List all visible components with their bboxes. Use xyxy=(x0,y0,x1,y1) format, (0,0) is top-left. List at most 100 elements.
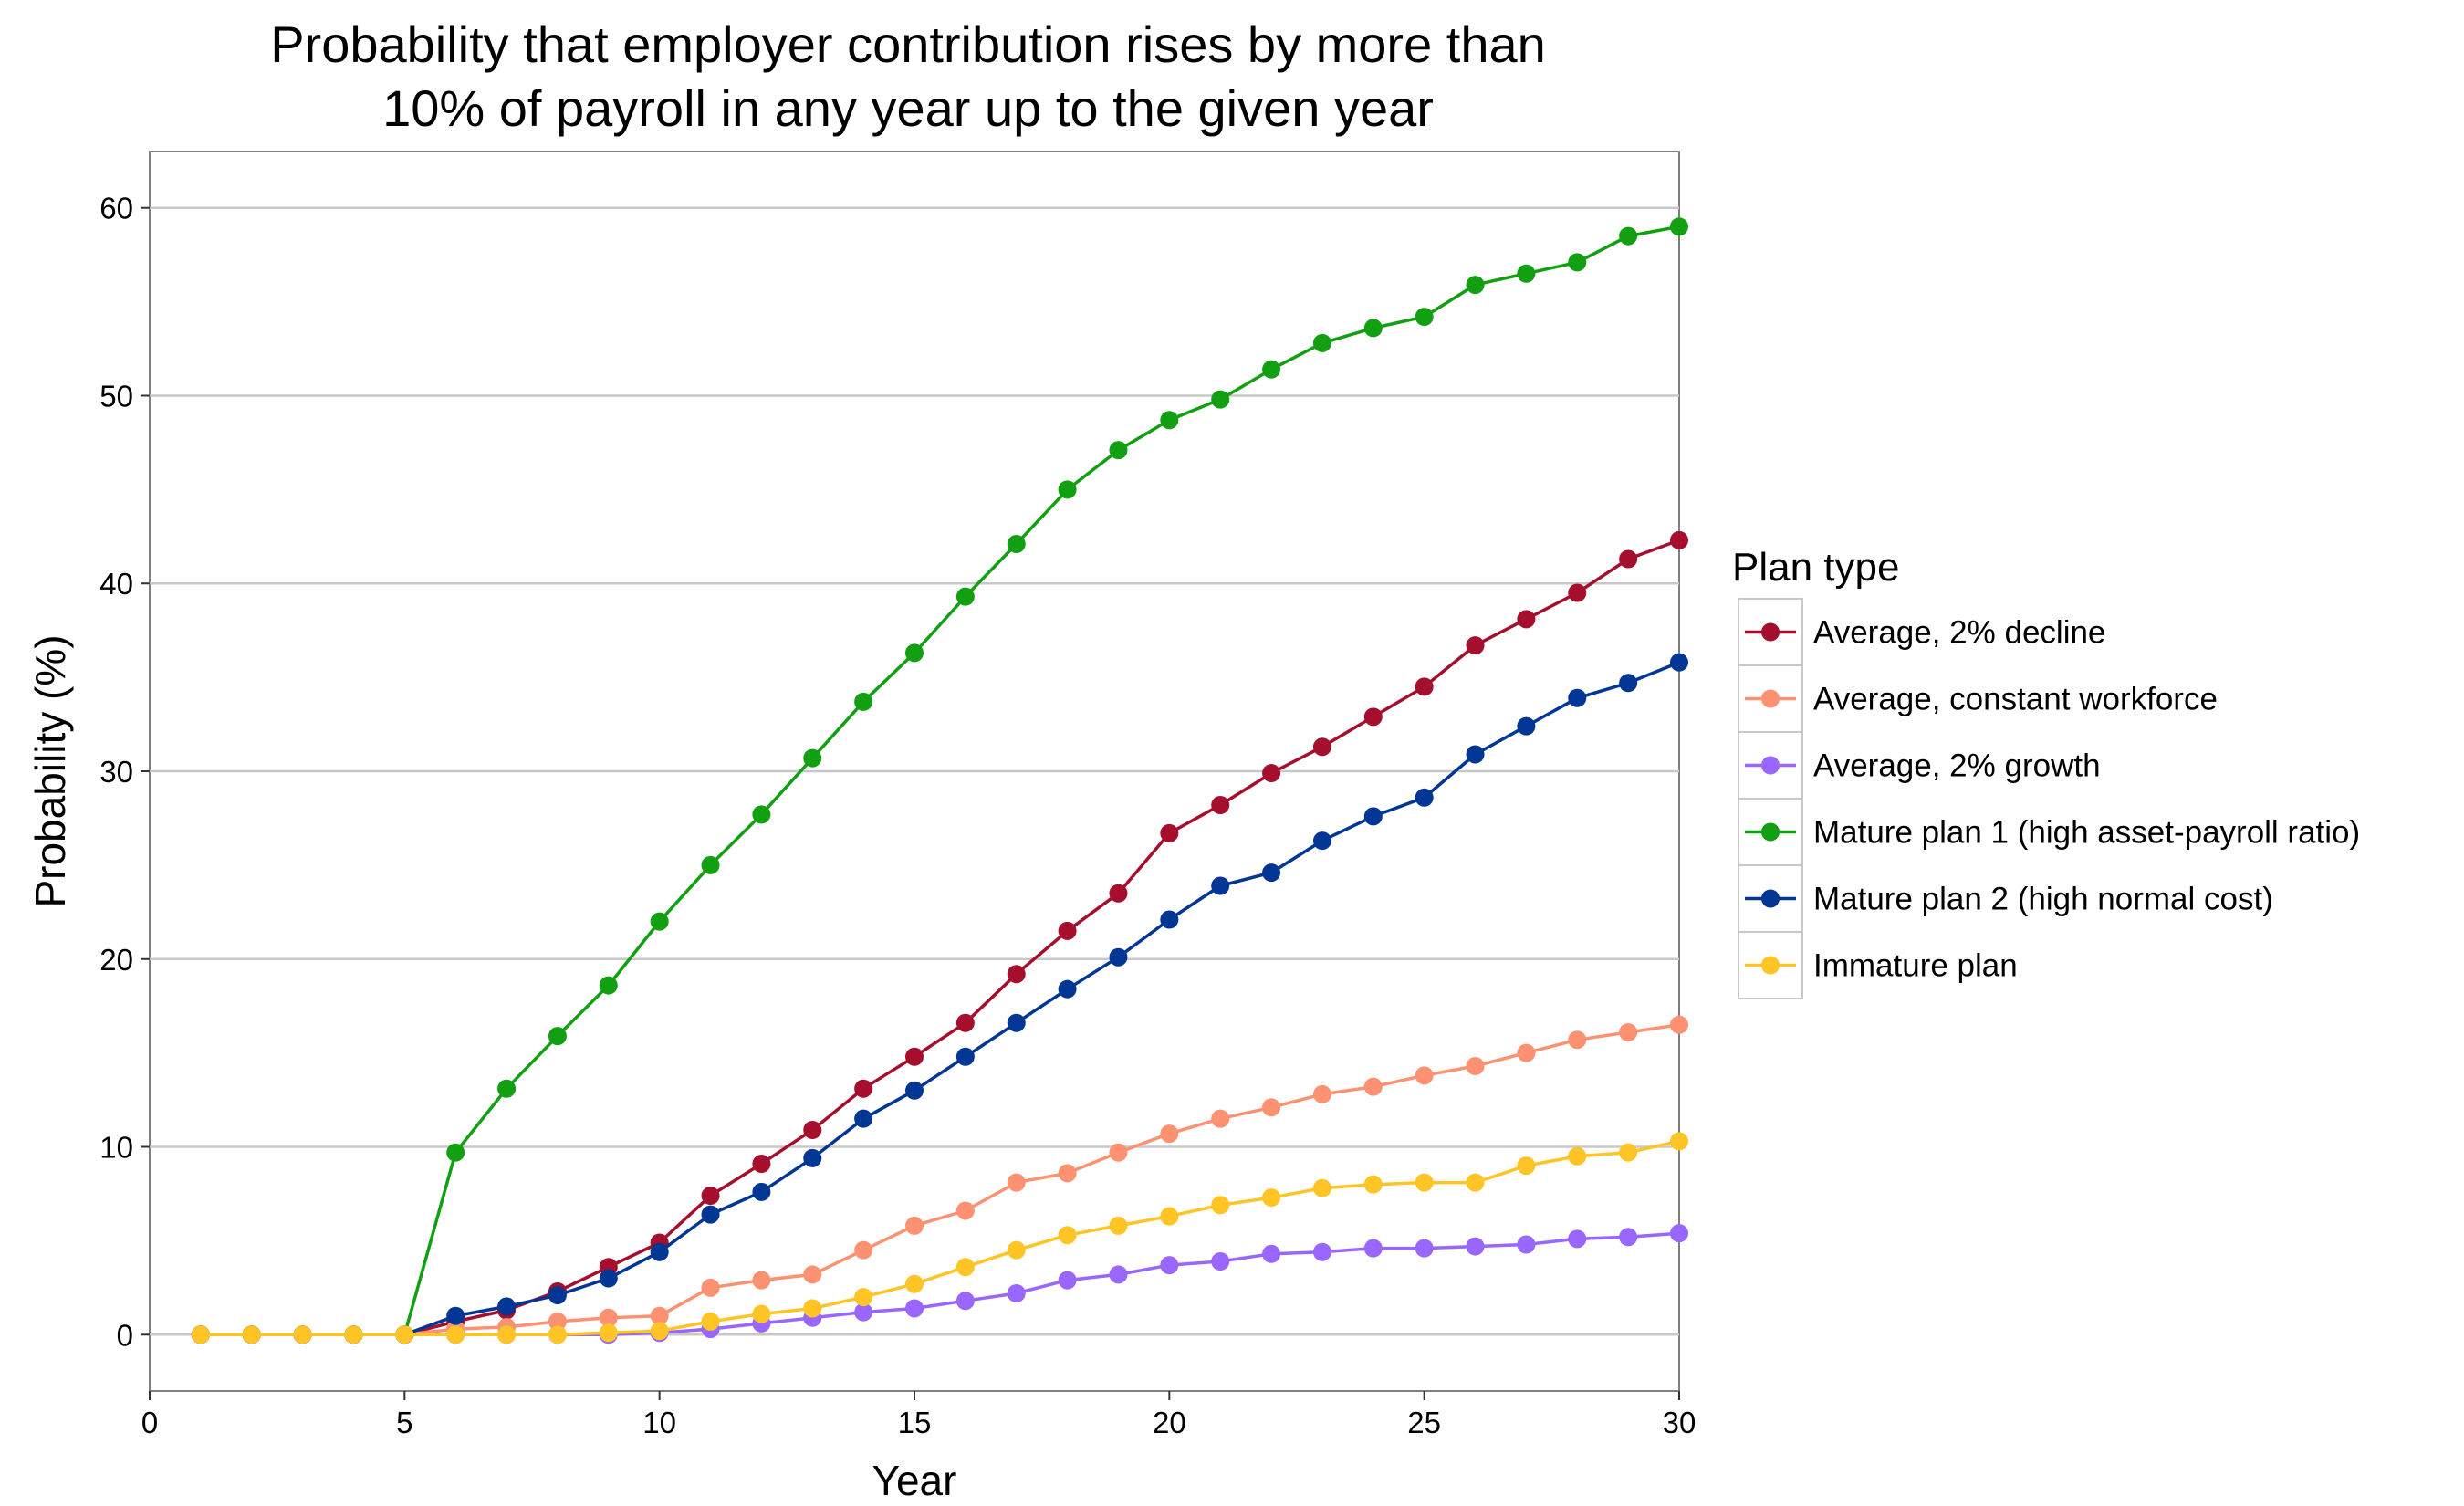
legend-key-dot-2 xyxy=(1761,756,1780,775)
y-tick-label-1: 10 xyxy=(99,1131,133,1165)
data-point-2-24 xyxy=(1415,1239,1434,1258)
data-point-3-8 xyxy=(599,976,618,995)
data-point-4-15 xyxy=(955,1047,975,1066)
data-point-2-22 xyxy=(1312,1242,1331,1261)
data-point-3-28 xyxy=(1619,226,1638,246)
data-point-3-9 xyxy=(650,912,669,931)
data-point-2-16 xyxy=(1007,1284,1026,1303)
data-point-4-7 xyxy=(548,1286,567,1305)
data-point-5-1 xyxy=(242,1325,261,1344)
data-point-0-20 xyxy=(1211,796,1230,815)
data-point-2-20 xyxy=(1211,1252,1230,1271)
legend-label-2: Average, 2% growth xyxy=(1813,748,2101,784)
data-point-5-19 xyxy=(1160,1207,1179,1226)
data-point-3-10 xyxy=(701,855,720,874)
data-point-0-16 xyxy=(1007,965,1026,984)
data-point-0-12 xyxy=(803,1120,822,1139)
data-point-4-9 xyxy=(650,1242,669,1261)
data-point-0-25 xyxy=(1466,636,1485,655)
legend-items: Average, 2% decline Average, constant wor… xyxy=(1738,598,2360,999)
axes: 0 10 20 30 40 50 60 0 5 10 15 20 25 30 xyxy=(99,192,1696,1439)
data-point-3-6 xyxy=(497,1079,517,1098)
legend-item-3: Mature plan 1 (high asset-payroll ratio) xyxy=(1738,798,2360,866)
data-point-0-28 xyxy=(1619,549,1638,569)
data-point-0-17 xyxy=(1058,921,1077,940)
data-point-2-29 xyxy=(1670,1224,1688,1243)
data-point-1-14 xyxy=(905,1216,924,1235)
series-line-3 xyxy=(200,225,1680,1337)
y-tick-label-0: 0 xyxy=(117,1318,133,1352)
data-point-0-14 xyxy=(905,1047,924,1066)
data-point-1-8 xyxy=(599,1308,618,1327)
legend-key-dot-1 xyxy=(1761,689,1780,708)
x-tick-label-2: 10 xyxy=(642,1406,676,1439)
data-point-4-13 xyxy=(854,1109,873,1128)
data-point-2-23 xyxy=(1363,1239,1383,1258)
y-tick-label-4: 40 xyxy=(99,567,133,601)
x-tick-label-3: 15 xyxy=(898,1406,932,1439)
data-point-3-19 xyxy=(1160,411,1179,430)
data-point-4-18 xyxy=(1109,947,1128,967)
x-axis-title: Year xyxy=(872,1457,957,1504)
data-point-4-19 xyxy=(1160,910,1179,929)
data-point-2-21 xyxy=(1262,1244,1281,1263)
data-point-3-26 xyxy=(1517,264,1536,283)
data-point-4-22 xyxy=(1312,831,1331,851)
y-axis-title: Probability (%) xyxy=(26,634,74,907)
data-point-1-21 xyxy=(1262,1098,1281,1117)
data-point-4-16 xyxy=(1007,1013,1026,1032)
data-point-4-6 xyxy=(497,1297,517,1316)
data-point-4-10 xyxy=(701,1205,720,1224)
data-point-4-25 xyxy=(1466,745,1485,764)
x-tick-label-5: 25 xyxy=(1407,1406,1441,1439)
legend: Plan type Average, 2% decline Average, co… xyxy=(1732,545,2360,999)
x-tick-label-0: 0 xyxy=(141,1406,158,1439)
data-point-3-14 xyxy=(905,643,924,663)
data-point-5-23 xyxy=(1363,1175,1383,1194)
data-point-0-13 xyxy=(854,1079,873,1098)
data-point-3-22 xyxy=(1312,333,1331,352)
data-point-5-7 xyxy=(548,1325,567,1344)
data-point-0-21 xyxy=(1262,764,1281,783)
data-point-0-22 xyxy=(1312,737,1331,757)
data-point-5-20 xyxy=(1211,1196,1230,1215)
data-point-3-27 xyxy=(1568,253,1587,272)
legend-label-4: Mature plan 2 (high normal cost) xyxy=(1813,882,2273,917)
data-point-3-18 xyxy=(1109,441,1128,460)
data-point-0-15 xyxy=(955,1013,975,1032)
data-point-5-29 xyxy=(1670,1132,1688,1151)
data-point-4-24 xyxy=(1415,788,1434,807)
legend-label-5: Immature plan xyxy=(1813,948,2018,984)
data-point-2-27 xyxy=(1568,1229,1587,1249)
data-point-3-24 xyxy=(1415,308,1434,327)
chart-title-line-1: Probability that employer contribution r… xyxy=(270,16,1546,73)
legend-label-0: Average, 2% decline xyxy=(1813,615,2105,651)
data-point-3-16 xyxy=(1007,535,1026,554)
data-point-5-2 xyxy=(293,1325,312,1344)
data-point-1-12 xyxy=(803,1265,822,1284)
data-point-2-13 xyxy=(854,1302,873,1322)
legend-title: Plan type xyxy=(1732,545,1899,590)
data-point-1-20 xyxy=(1211,1109,1230,1128)
data-point-3-15 xyxy=(955,587,975,606)
data-point-1-24 xyxy=(1415,1066,1434,1085)
data-point-0-23 xyxy=(1363,707,1383,727)
data-point-4-26 xyxy=(1517,716,1536,736)
data-point-1-7 xyxy=(548,1312,567,1331)
data-point-4-23 xyxy=(1363,807,1383,826)
chart-title-line-2: 10% of payroll in any year up to the giv… xyxy=(382,79,1434,137)
data-point-3-23 xyxy=(1363,319,1383,338)
legend-item-4: Mature plan 2 (high normal cost) xyxy=(1738,864,2273,933)
data-point-5-15 xyxy=(955,1258,975,1277)
chart-title: Probability that employer contribution r… xyxy=(270,16,1546,137)
data-point-5-5 xyxy=(446,1325,465,1344)
data-point-3-20 xyxy=(1211,390,1230,409)
data-point-3-11 xyxy=(752,805,771,824)
data-point-1-19 xyxy=(1160,1124,1179,1144)
y-tick-label-5: 50 xyxy=(99,379,133,413)
legend-key-dot-5 xyxy=(1761,956,1780,975)
data-point-4-21 xyxy=(1262,863,1281,883)
data-point-1-13 xyxy=(854,1240,873,1260)
data-point-5-16 xyxy=(1007,1240,1026,1260)
data-point-5-10 xyxy=(701,1312,720,1331)
